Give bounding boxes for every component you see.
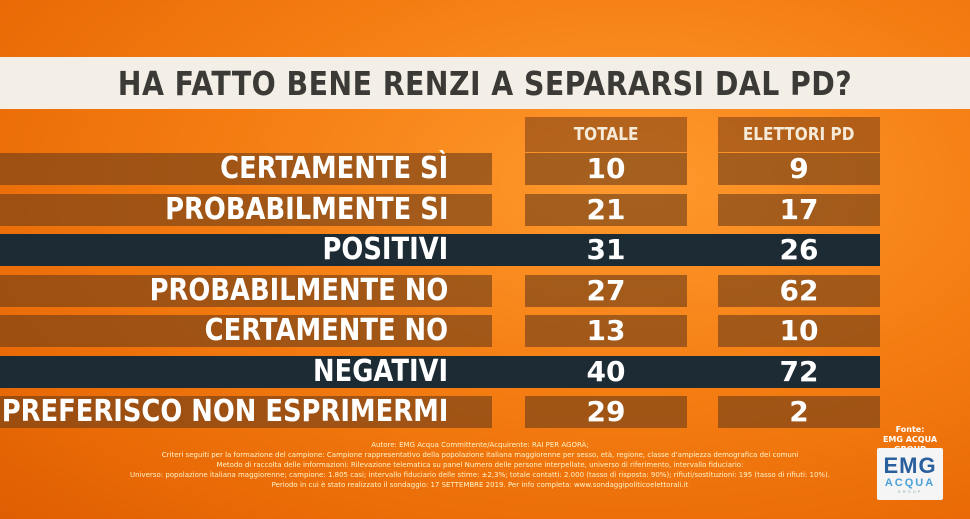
table-row: POSITIVI 31 26 [0,232,970,267]
logo-main-text: EMG [883,452,937,478]
column-header-totale-label: TOTALE [573,124,639,145]
row-label-bar [0,275,492,307]
row-label-bar [0,396,492,428]
cell-elettori-pd: 9 [718,153,880,185]
footer-line: Autore: EMG Acqua Committente/Acquirente… [371,441,589,449]
cell-elettori-pd: 26 [718,234,880,266]
row-band-fill [687,356,718,388]
footer-line: Metodo di raccolta delle informazioni: R… [216,461,744,469]
table-row: CERTAMENTE SÌ 10 9 [0,151,970,186]
row-label: CERTAMENTE NO [204,313,448,348]
column-header-totale: TOTALE [525,117,687,152]
table-row: NEGATIVI 40 72 [0,354,970,389]
row-label: POSITIVI [322,232,448,267]
row-label: PREFERISCO NON ESPRIMERMI [1,394,448,429]
cell-elettori-pd: 72 [718,356,880,388]
row-band-fill [492,356,525,388]
row-label: NEGATIVI [312,354,448,389]
table-row: PROBABILMENTE SI 21 17 [0,192,970,227]
emg-acqua-logo: EMG ACQUA GROUP [877,448,943,500]
row-label: CERTAMENTE SÌ [219,151,448,186]
logo-small-text: GROUP [897,488,923,494]
cell-totale: 10 [525,153,687,185]
cell-totale: 31 [525,234,687,266]
row-label: PROBABILMENTE SI [164,192,448,227]
row-label: PROBABILMENTE NO [149,273,448,308]
cell-totale: 40 [525,356,687,388]
row-band-fill [492,234,525,266]
cell-totale: 21 [525,194,687,226]
row-label-bar [0,356,492,388]
cell-elettori-pd: 17 [718,194,880,226]
footer-line: Periodo in cui è stato realizzato il son… [271,481,689,489]
cell-elettori-pd: 62 [718,275,880,307]
source-prefix: Fonte: [895,425,925,434]
row-label-bar [0,234,492,266]
cell-totale: 13 [525,315,687,347]
logo-sub-text: ACQUA [884,476,936,489]
cell-totale: 27 [525,275,687,307]
column-header-elettori-pd: ELETTORI PD [718,117,880,152]
table-row: CERTAMENTE NO 13 10 [0,313,970,348]
footer-line: Criteri seguiti per la formazione del ca… [161,451,799,459]
table-row: PROBABILMENTE NO 27 62 [0,273,970,308]
row-label-bar [0,194,492,226]
column-header-elettori-pd-label: ELETTORI PD [743,124,855,145]
cell-elettori-pd: 2 [718,396,880,428]
cell-totale: 29 [525,396,687,428]
footer-line: Universo: popolazione italiana maggioren… [129,471,831,479]
row-label-bar [0,315,492,347]
row-band-fill [687,234,718,266]
row-label-bar [0,153,492,185]
table-row: PREFERISCO NON ESPRIMERMI 29 2 [0,394,970,429]
title-band: HA FATTO BENE RENZI A SEPARARSI DAL PD? [0,57,970,109]
methodology-footer: Autore: EMG Acqua Committente/Acquirente… [100,440,860,490]
cell-elettori-pd: 10 [718,315,880,347]
chart-title: HA FATTO BENE RENZI A SEPARARSI DAL PD? [117,63,853,103]
